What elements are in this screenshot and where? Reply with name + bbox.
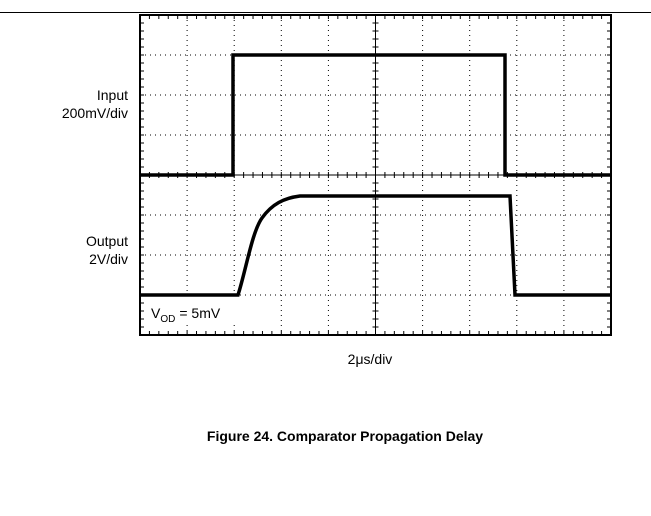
- channel-name: Output: [86, 233, 128, 249]
- input-trace: [140, 53, 611, 177]
- vod-symbol: V: [151, 305, 161, 321]
- vod-subscript: OD: [160, 314, 175, 325]
- vod-annotation: VOD = 5mV: [151, 305, 221, 325]
- figure-caption: Figure 24. Comparator Propagation Delay: [207, 428, 483, 444]
- output-trace: [140, 194, 611, 297]
- time-scale: 2μs/div: [348, 351, 393, 367]
- vod-text: = 5mV: [179, 305, 221, 321]
- channel-scale: 2V/div: [89, 251, 128, 267]
- channel-name: Input: [97, 87, 128, 103]
- annotation-bg: [146, 300, 246, 324]
- channel-scale: 200mV/div: [62, 105, 128, 121]
